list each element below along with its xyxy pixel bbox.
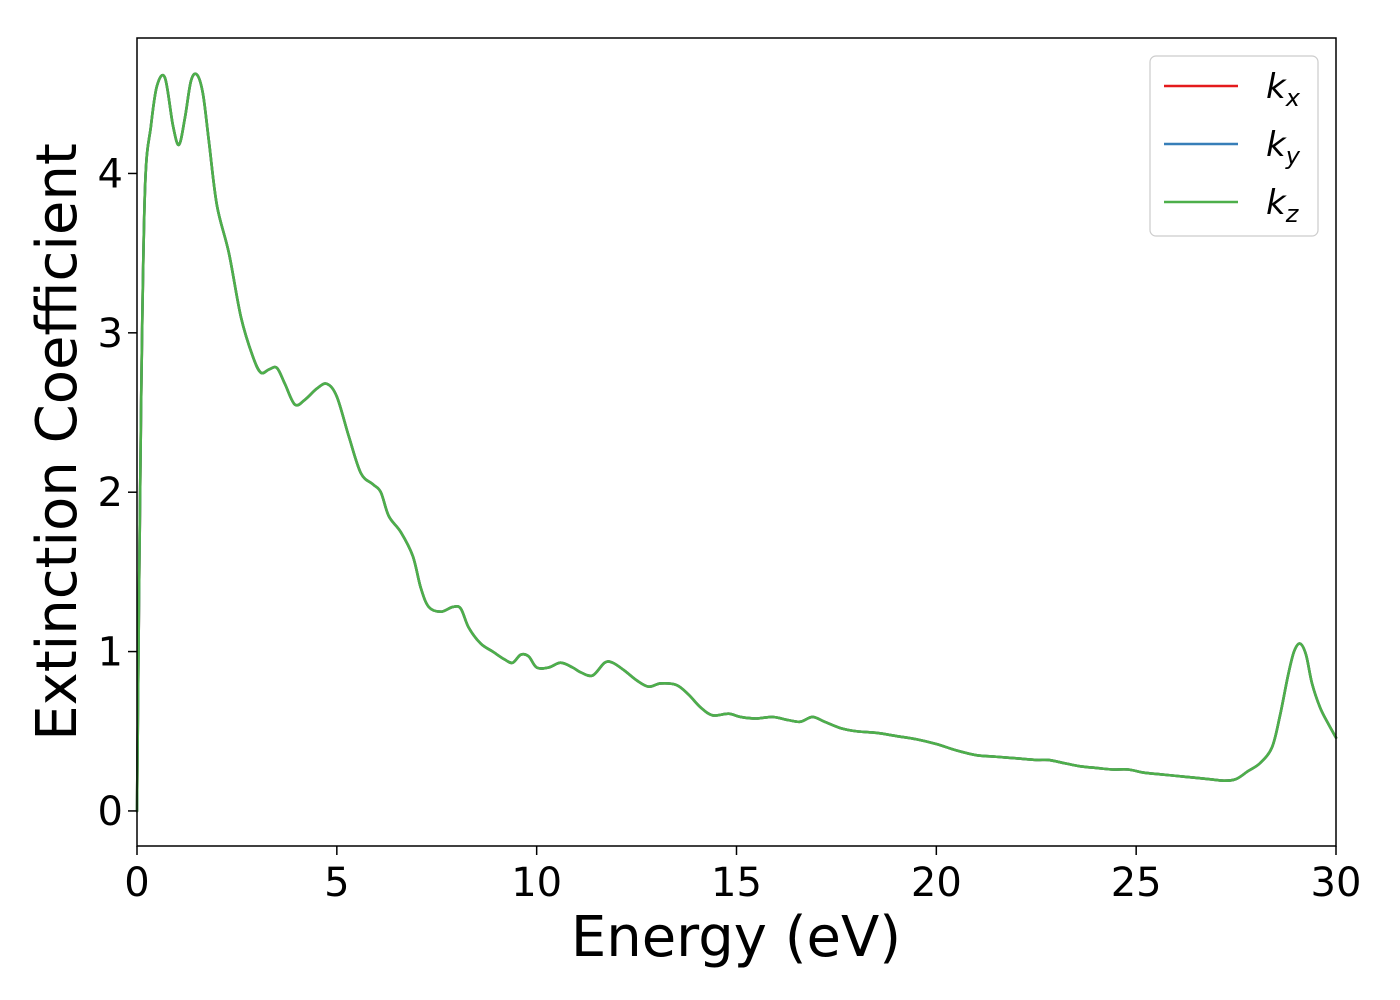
- x-tick-label: 5: [324, 860, 349, 906]
- y-tick-label: 3: [98, 311, 123, 357]
- y-axis-title: Extinction Coefficient: [25, 143, 90, 741]
- y-tick-label: 1: [98, 630, 123, 676]
- legend-label-subscript: x: [1285, 84, 1301, 112]
- legend-label-kz: kz: [1266, 183, 1300, 228]
- legend-label-main: k: [1266, 67, 1287, 107]
- x-tick-label: 30: [1311, 860, 1362, 906]
- legend-label-subscript: y: [1285, 142, 1301, 170]
- y-tick-label: 2: [98, 470, 123, 516]
- legend-box: [1149, 55, 1319, 237]
- legend-label-main: k: [1266, 183, 1287, 223]
- legend-label-main: k: [1266, 125, 1287, 165]
- x-tick-label: 10: [511, 860, 562, 906]
- y-tick-label: 0: [98, 789, 123, 835]
- y-axis-ticks: 0 1 2 3 4: [98, 151, 137, 835]
- x-tick-label: 20: [911, 860, 962, 906]
- x-tick-label: 25: [1111, 860, 1162, 906]
- x-tick-label: 15: [711, 860, 762, 906]
- legend-label-ky: ky: [1266, 125, 1301, 170]
- legend-label-kx: kx: [1266, 67, 1301, 112]
- x-axis-ticks: 0 5 10 15 20 25 30: [124, 846, 1361, 906]
- legend-label-subscript: z: [1285, 200, 1300, 228]
- y-tick-label: 4: [98, 151, 123, 197]
- x-tick-label: 0: [124, 860, 149, 906]
- series-layer: [135, 72, 1338, 813]
- x-axis-title: Energy (eV): [571, 905, 901, 970]
- series-line-kz: [135, 72, 1338, 813]
